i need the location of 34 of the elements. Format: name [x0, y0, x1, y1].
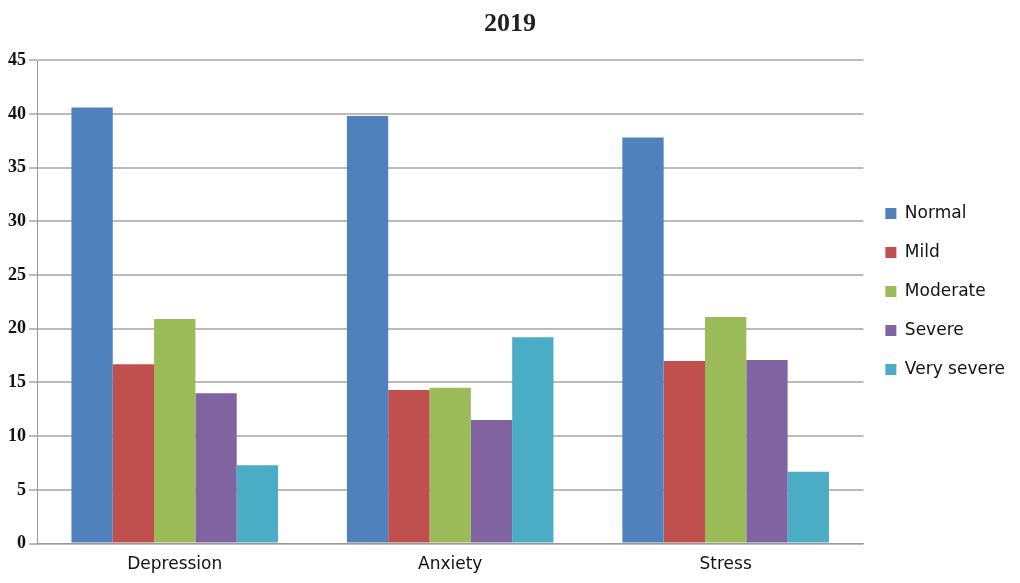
y-tick-label: 30 — [8, 209, 26, 230]
bar — [236, 465, 279, 543]
bar — [346, 116, 389, 543]
x-tick-label: Anxiety — [418, 553, 483, 574]
legend-label: Normal — [904, 201, 967, 222]
y-tick-label: 40 — [8, 102, 26, 123]
bar — [195, 393, 237, 543]
bar — [112, 364, 155, 543]
y-tick-label: 0 — [17, 532, 26, 553]
legend-label: Moderate — [904, 279, 986, 300]
bar — [704, 316, 747, 543]
y-tick-label: 5 — [17, 478, 26, 499]
legend-label: Very severe — [904, 357, 1006, 378]
bar — [470, 420, 513, 543]
y-tick-label: 25 — [8, 263, 26, 284]
y-tick-label: 20 — [8, 317, 26, 338]
bar — [622, 137, 664, 543]
legend-label: Severe — [904, 318, 964, 339]
x-tick-label: Depression — [127, 553, 223, 574]
bar — [154, 319, 196, 543]
bar — [388, 389, 430, 543]
bar — [787, 471, 829, 543]
chart-title: 2019 — [484, 8, 536, 38]
y-tick-label: 10 — [8, 424, 26, 445]
y-tick-label: 45 — [8, 48, 26, 69]
y-tick-label: 35 — [8, 156, 26, 177]
legend-label: Mild — [904, 240, 940, 261]
bar — [746, 359, 788, 543]
x-tick-label: Stress — [699, 553, 752, 574]
y-tick-label: 15 — [8, 371, 26, 392]
bar — [429, 387, 471, 543]
bar — [663, 360, 705, 543]
bar — [512, 337, 554, 543]
bar — [71, 107, 113, 543]
